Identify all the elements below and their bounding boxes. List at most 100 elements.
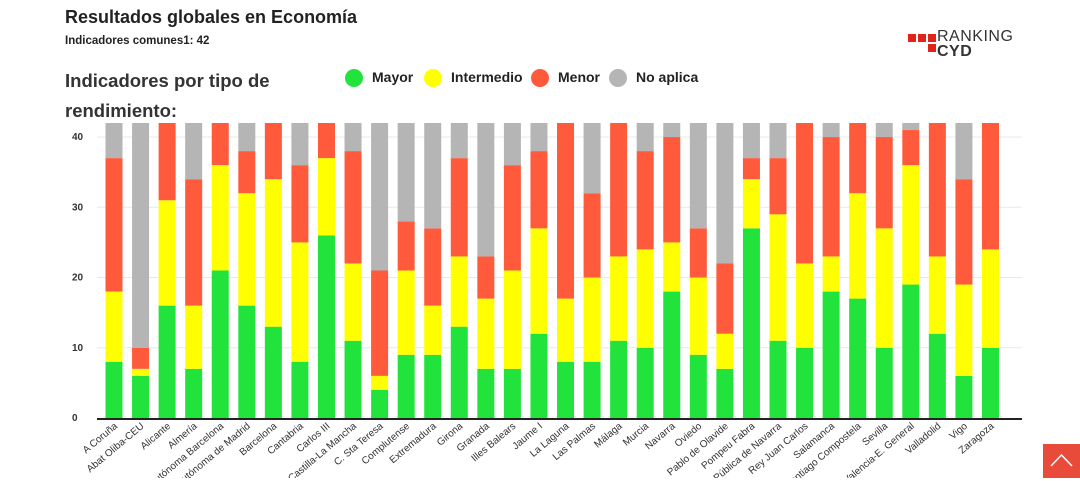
bar-segment-intermedio [264,179,282,327]
bar-segment-no-aplica [132,123,150,348]
bar-segment-menor [716,263,734,334]
bar-segment-mayor [742,228,760,418]
bar-segment-menor [928,123,946,257]
y-tick-label: 20 [72,273,84,284]
scroll-to-top-button[interactable] [1043,444,1080,478]
legend-label: Intermedio [451,69,523,85]
bar-segment-mayor [716,368,734,418]
bar-segment-mayor [981,347,999,418]
bar-segment-mayor [822,291,840,418]
bar-segment-mayor [397,354,415,418]
bar-segment-no-aplica [875,123,893,138]
bar-segment-menor [557,123,575,299]
bar-segment-menor [769,158,787,215]
legend-dot-icon [424,69,442,87]
logo-text-cyd: CYD [937,43,973,60]
bar-segment-intermedio [583,277,601,362]
bar-segment-no-aplica [185,123,203,180]
bar-segment-no-aplica [450,123,468,159]
bar-segment-intermedio [902,165,920,285]
bar-segment-intermedio [424,305,442,355]
bar-segment-menor [955,179,973,285]
x-tick-label: Extremadura [388,421,439,467]
x-tick-label: Navarra [643,421,678,453]
bar-segment-no-aplica [663,123,681,138]
logo-square [928,44,936,52]
bar-segment-intermedio [530,228,548,334]
bar-segment-mayor [317,235,335,418]
bar-segment-menor [742,158,760,180]
bar-segment-intermedio [450,256,468,327]
bar-segment-menor [477,256,495,299]
bar-segment-intermedio [796,263,814,348]
bar-segment-intermedio [397,270,415,355]
bar-segment-mayor [132,375,150,418]
bar-segment-menor [158,123,176,201]
bar-segment-mayor [371,389,389,418]
bar-segment-intermedio [238,193,256,306]
bar-segment-no-aplica [238,123,256,152]
bar-segment-menor [610,123,628,257]
bar-segment-no-aplica [477,123,495,257]
bar-segment-mayor [158,305,176,418]
bar-segment-mayor [875,347,893,418]
bar-segment-intermedio [928,256,946,334]
bar-segment-mayor [955,375,973,418]
bar-segment-intermedio [981,249,999,348]
bar-segment-intermedio [689,277,707,355]
bar-segment-menor [317,123,335,159]
bar-segment-menor [450,158,468,257]
logo-square [918,34,926,42]
bar-segment-intermedio [663,242,681,292]
legend-label: No aplica [636,69,699,85]
bar-segment-menor [132,347,150,369]
bar-segment-no-aplica [371,123,389,271]
x-tick-label: Alicante [139,421,174,453]
page-title: Resultados globales en Economía [65,7,358,27]
bar-segment-no-aplica [583,123,601,194]
y-tick-label: 0 [72,413,78,424]
bar-segment-menor [238,151,256,194]
common-indicators-count: Indicadores comunes1: 42 [65,35,210,47]
legend-label: Menor [558,69,600,85]
bar-segment-menor [689,228,707,278]
bar-segment-menor [981,123,999,250]
bar-segment-mayor [424,354,442,418]
bar-segment-menor [875,137,893,229]
bar-segment-no-aplica [822,123,840,138]
bar-segment-menor [583,193,601,278]
bar-segment-no-aplica [716,123,734,264]
bar-segment-menor [636,151,654,250]
bar-segment-intermedio [185,305,203,369]
legend-dot-icon [609,69,627,87]
bar-segment-mayor [583,361,601,418]
bar-segment-mayor [105,361,123,418]
bar-segment-intermedio [822,256,840,292]
y-tick-label: 40 [72,132,84,143]
bar-segment-intermedio [344,263,362,341]
bar-segment-menor [530,151,548,229]
bar-segment-intermedio [769,214,787,341]
bar-segment-mayor [450,326,468,418]
bar-segment-menor [503,165,521,271]
bar-segment-intermedio [211,165,229,271]
bar-segment-mayor [610,340,628,418]
bar-segment-menor [796,123,814,264]
bar-segment-intermedio [477,298,495,369]
bar-segment-menor [902,130,920,166]
bar-segment-intermedio [610,256,628,341]
bar-segment-menor [291,165,309,243]
bar-segment-menor [822,137,840,257]
bar-segment-no-aplica [955,123,973,180]
bar-segment-no-aplica [105,123,123,159]
bar-segment-mayor [264,326,282,418]
bar-segment-menor [105,158,123,292]
bar-segment-intermedio [158,200,176,306]
bar-segment-intermedio [875,228,893,348]
bar-segment-no-aplica [902,123,920,131]
bar-segment-intermedio [716,333,734,369]
section-title: Indicadores por tipo de rendimiento: [65,70,270,121]
bar-segment-mayor [530,333,548,418]
bar-segment-mayor [636,347,654,418]
bar-segment-mayor [849,298,867,418]
